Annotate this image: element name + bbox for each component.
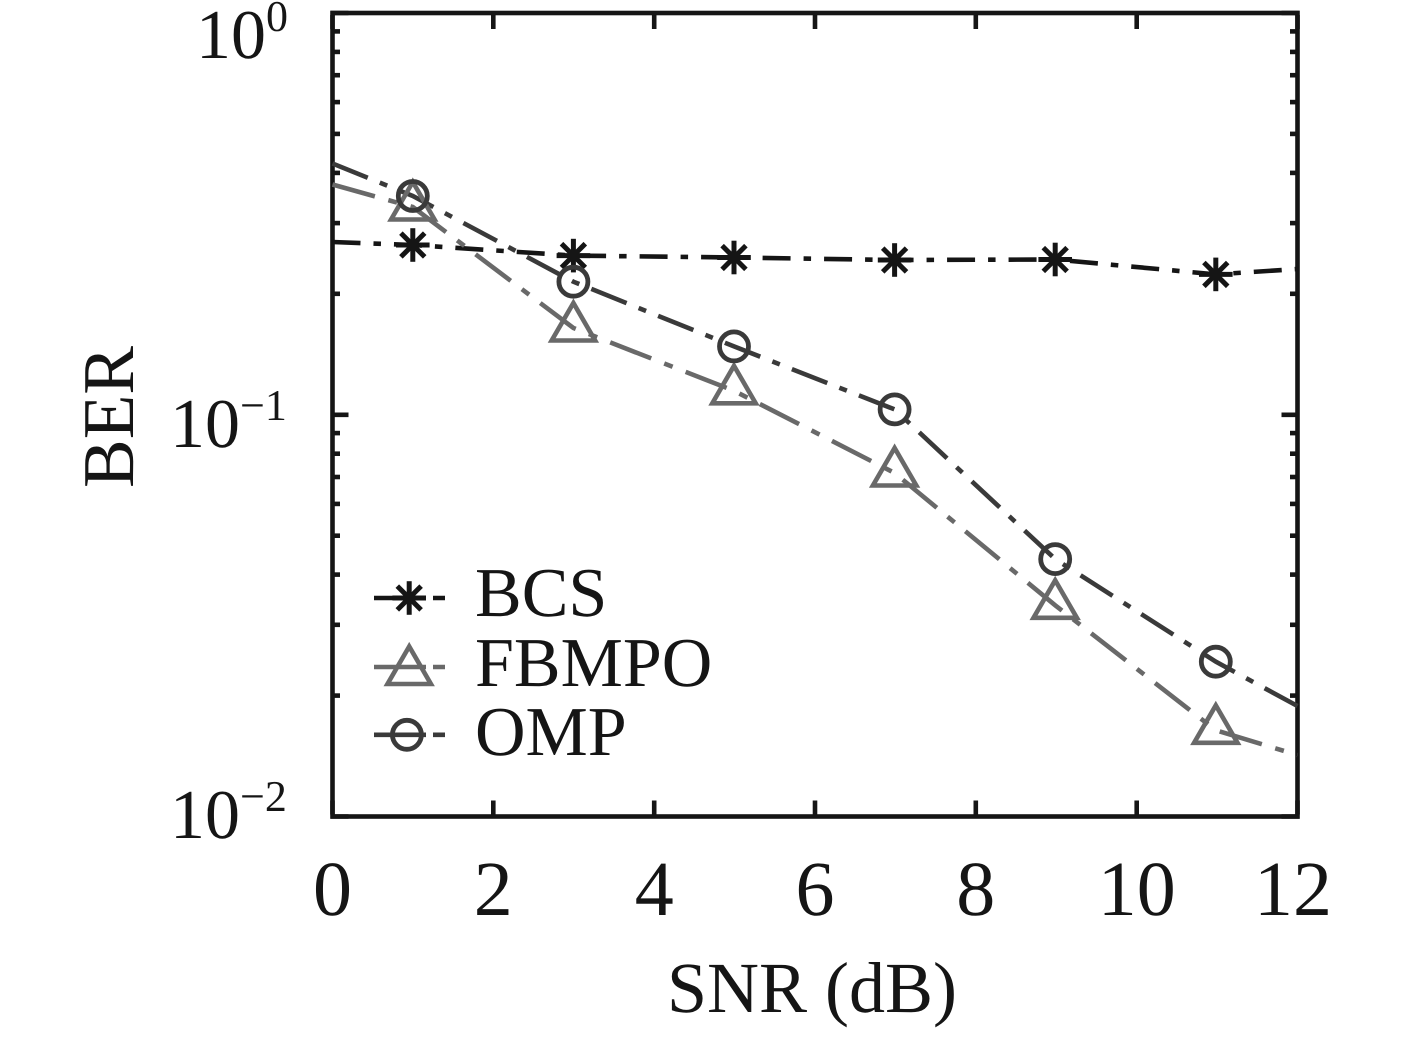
svg-text:10: 10 bbox=[170, 386, 240, 463]
svg-text:BER: BER bbox=[68, 346, 149, 488]
svg-text:8: 8 bbox=[956, 845, 995, 932]
svg-text:FBMPO: FBMPO bbox=[475, 625, 712, 702]
svg-text:BCS: BCS bbox=[475, 555, 607, 632]
svg-text:0: 0 bbox=[266, 0, 288, 41]
svg-text:10: 10 bbox=[170, 777, 240, 854]
svg-text:6: 6 bbox=[796, 845, 835, 932]
svg-text:2: 2 bbox=[474, 845, 513, 932]
svg-text:12: 12 bbox=[1254, 845, 1332, 932]
svg-text:0: 0 bbox=[313, 845, 352, 932]
svg-text:−2: −2 bbox=[240, 772, 287, 821]
svg-text:10: 10 bbox=[196, 0, 266, 74]
svg-text:−1: −1 bbox=[240, 381, 287, 430]
svg-text:10: 10 bbox=[1098, 845, 1176, 932]
svg-text:OMP: OMP bbox=[475, 694, 627, 771]
svg-text:SNR (dB): SNR (dB) bbox=[667, 948, 957, 1028]
svg-text:4: 4 bbox=[635, 845, 674, 932]
